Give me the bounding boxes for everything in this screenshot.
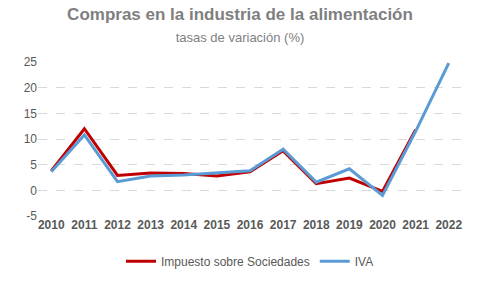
svg-text:2016: 2016 [237, 218, 264, 232]
svg-text:10: 10 [24, 132, 38, 146]
svg-text:2010: 2010 [38, 218, 65, 232]
svg-text:-5: -5 [26, 209, 37, 223]
svg-text:2022: 2022 [435, 218, 462, 232]
svg-text:Impuesto sobre Sociedades: Impuesto sobre Sociedades [161, 255, 310, 269]
svg-text:IVA: IVA [355, 255, 373, 269]
svg-text:2021: 2021 [402, 218, 429, 232]
svg-text:0: 0 [30, 184, 37, 198]
svg-text:2020: 2020 [369, 218, 396, 232]
svg-text:2019: 2019 [336, 218, 363, 232]
svg-text:Compras en la industria de la: Compras en la industria de la alimentaci… [67, 5, 413, 45]
svg-text:5: 5 [30, 158, 37, 172]
svg-text:2017: 2017 [270, 218, 297, 232]
svg-text:15: 15 [24, 107, 38, 121]
svg-text:20: 20 [24, 81, 38, 95]
svg-text:2014: 2014 [170, 218, 197, 232]
svg-text:2011: 2011 [71, 218, 97, 232]
svg-text:2012: 2012 [104, 218, 131, 232]
svg-text:2013: 2013 [137, 218, 164, 232]
svg-text:2015: 2015 [204, 218, 231, 232]
svg-text:2018: 2018 [303, 218, 330, 232]
svg-text:25: 25 [24, 55, 38, 69]
